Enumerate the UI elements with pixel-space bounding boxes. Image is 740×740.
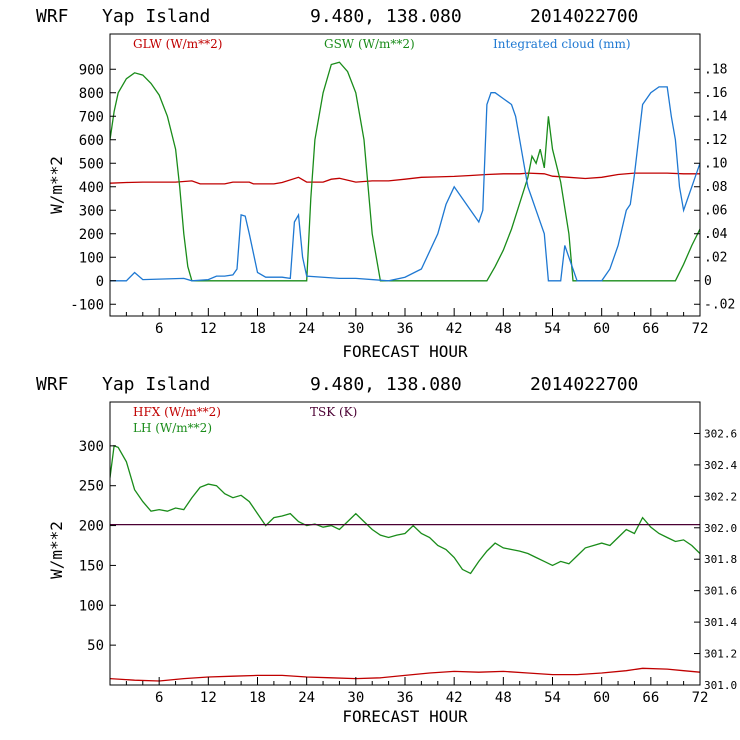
y-tick-label: 300	[79, 439, 104, 455]
y-tick-label: 250	[79, 479, 104, 495]
x-tick-label: 6	[155, 690, 163, 706]
legend-lh: LH (W/m**2)	[133, 421, 212, 435]
y-right-tick-label: 301.0	[704, 679, 737, 692]
panel-2: WRF Yap Island 9.480, 138.080 2014022700 6 12…	[36, 374, 737, 726]
y-right-tick-label: -.02	[704, 297, 735, 312]
y-tick-label: 200	[79, 227, 104, 243]
x-tick-label: 48	[495, 690, 512, 706]
series-line-glw	[110, 172, 700, 185]
y-tick-label: 900	[79, 62, 104, 78]
header-coords: 9.480, 138.080	[310, 374, 462, 395]
header-station: Yap Island	[102, 374, 210, 395]
x-tick-label: 30	[347, 690, 364, 706]
y-tick-label: 0	[96, 274, 104, 290]
y-right-tick-label: .18	[704, 62, 727, 77]
header-coords: 9.480, 138.080	[310, 6, 462, 27]
y-tick-label: 300	[79, 203, 104, 219]
y-right-tick-label: 301.6	[704, 585, 737, 598]
x-tick-label: 60	[593, 321, 610, 337]
panel-1: WRF Yap Island 9.480, 138.080 2014022700 6 12…	[36, 6, 735, 361]
y-tick-label: 100	[79, 250, 104, 266]
x-tick-label: 66	[642, 321, 659, 337]
x-tick-label: 6	[155, 321, 163, 337]
y-right-tick-label: .06	[704, 203, 727, 218]
series-line-hfx	[110, 667, 700, 682]
series-line-integrated	[110, 86, 700, 282]
header-model: WRF	[36, 6, 69, 27]
legend-hfx: HFX (W/m**2)	[133, 405, 221, 419]
header-init: 2014022700	[530, 374, 638, 395]
y-right-tick-label: .02	[704, 250, 727, 265]
y-tick-label: 100	[79, 598, 104, 614]
series-line-gsw	[110, 61, 700, 282]
legend-integrated: Integrated cloud (mm)	[493, 37, 631, 51]
x-tick-label: 36	[397, 321, 414, 337]
y-tick-label: 400	[79, 180, 104, 196]
y-tick-label: 200	[79, 519, 104, 535]
y-right-tick-label: .10	[704, 156, 727, 171]
header-model: WRF	[36, 374, 69, 395]
x-tick-label: 72	[692, 690, 709, 706]
y-right-tick-label: 301.8	[704, 553, 737, 566]
y-right-tick-label: 302.6	[704, 427, 737, 440]
y-right-tick-label: .08	[704, 180, 727, 195]
y-tick-label: -100	[70, 297, 104, 313]
legend-glw: GLW (W/m**2)	[133, 37, 222, 51]
x-tick-label: 30	[347, 321, 364, 337]
series-line-lh	[110, 444, 700, 575]
x-tick-label: 54	[544, 690, 561, 706]
y-right-tick-label: .16	[704, 86, 727, 101]
x-tick-label: 48	[495, 321, 512, 337]
x-tick-label: 36	[397, 690, 414, 706]
y-right-tick-label: 302.4	[704, 459, 737, 472]
x-tick-label: 12	[200, 690, 217, 706]
header-station: Yap Island	[102, 6, 210, 27]
x-tick-label: 24	[298, 690, 315, 706]
x-tick-label: 24	[298, 321, 315, 337]
y-right-tick-label: 301.2	[704, 648, 737, 661]
legend-tsk: TSK (K)	[310, 405, 357, 419]
y-right-tick-label: .04	[704, 227, 728, 242]
x-tick-label: 42	[446, 690, 463, 706]
y-tick-label: 800	[79, 86, 104, 102]
legend-gsw: GSW (W/m**2)	[324, 37, 415, 51]
x-tick-label: 12	[200, 321, 217, 337]
y-tick-label: 150	[79, 558, 104, 574]
x-tick-label: 18	[249, 321, 266, 337]
y-right-tick-label: .14	[704, 109, 728, 124]
y-right-tick-label: 0	[704, 274, 712, 289]
x-tick-label: 18	[249, 690, 266, 706]
x-tick-label: 60	[593, 690, 610, 706]
y-right-tick-label: 302.0	[704, 522, 737, 535]
y-right-tick-label: .12	[704, 133, 727, 148]
x-tick-label: 42	[446, 321, 463, 337]
y-tick-label: 600	[79, 133, 104, 149]
x-axis-title: FORECAST HOUR	[342, 707, 468, 726]
x-tick-label: 54	[544, 321, 561, 337]
y-axis-title: W/m**2	[47, 156, 66, 214]
y-right-tick-label: 301.4	[704, 616, 737, 629]
y-tick-label: 500	[79, 156, 104, 172]
y-tick-label: 50	[87, 638, 104, 654]
y-tick-label: 700	[79, 109, 104, 125]
y-axis-title: W/m**2	[47, 521, 66, 579]
y-right-tick-label: 302.2	[704, 490, 737, 503]
x-tick-label: 72	[692, 321, 709, 337]
header-init: 2014022700	[530, 6, 638, 27]
x-tick-label: 66	[642, 690, 659, 706]
x-axis-title: FORECAST HOUR	[342, 342, 468, 361]
